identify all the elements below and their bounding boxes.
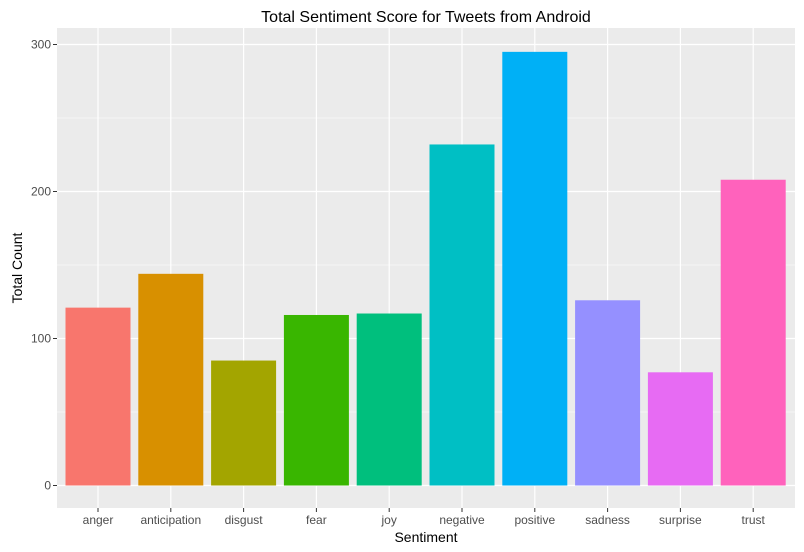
bar-disgust	[211, 360, 277, 486]
bar-trust	[720, 179, 786, 486]
bar-fear	[283, 314, 349, 486]
x-tick-label: disgust	[225, 513, 264, 527]
y-axis-ticks: 0 100 200 300	[31, 38, 57, 493]
bar-surprise	[647, 372, 713, 486]
bar-sadness	[575, 300, 641, 486]
bars	[65, 51, 786, 486]
x-axis-ticks: anger anticipation disgust fear joy negative p…	[83, 508, 766, 527]
x-tick-label: surprise	[659, 513, 702, 527]
x-tick-label: fear	[306, 513, 327, 527]
bar-anger	[65, 307, 131, 486]
y-tick-label: 100	[31, 332, 51, 346]
x-tick-label: sadness	[585, 513, 630, 527]
x-axis-title: Sentiment	[394, 529, 457, 545]
bar-anticipation	[138, 273, 204, 486]
bar-negative	[429, 144, 495, 486]
y-tick-label: 200	[31, 185, 51, 199]
bar-joy	[356, 313, 422, 486]
x-tick-label: positive	[514, 513, 555, 527]
y-axis-title: Total Count	[9, 232, 25, 303]
x-tick-label: anger	[83, 513, 114, 527]
x-tick-label: trust	[742, 513, 766, 527]
chart-title: Total Sentiment Score for Tweets from An…	[261, 9, 591, 26]
x-tick-label: anticipation	[140, 513, 201, 527]
x-tick-label: negative	[439, 513, 485, 527]
bar-positive	[502, 51, 568, 486]
y-tick-label: 0	[44, 479, 51, 493]
y-tick-label: 300	[31, 38, 51, 52]
x-tick-label: joy	[381, 513, 397, 527]
